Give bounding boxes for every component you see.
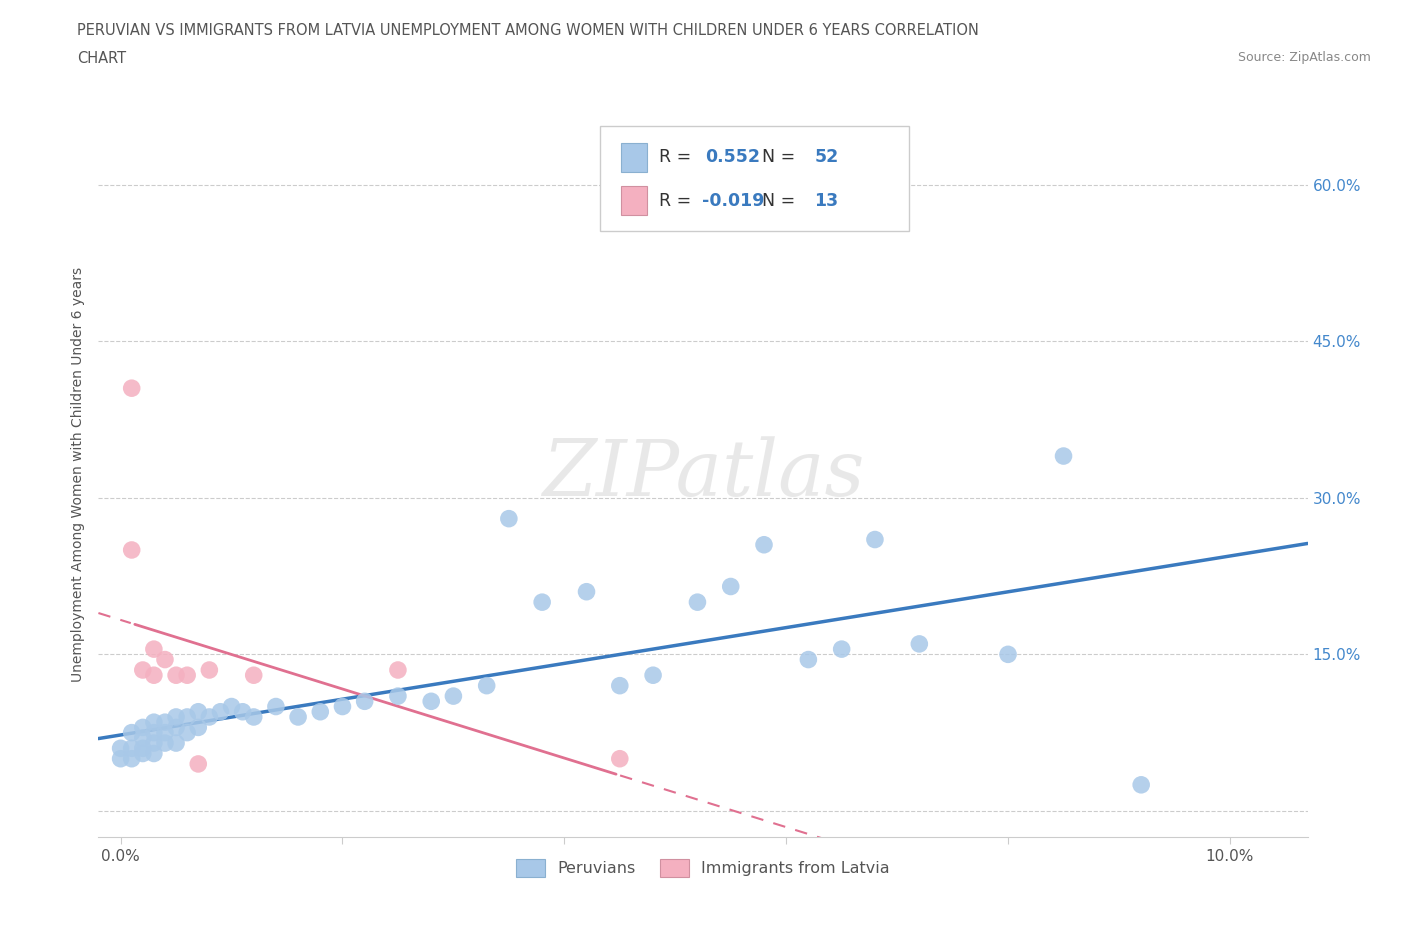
- Point: [309, 704, 332, 719]
- Point: [121, 751, 143, 766]
- Point: [121, 741, 143, 756]
- Point: [242, 710, 264, 724]
- Point: [187, 704, 209, 719]
- Point: [720, 579, 742, 594]
- Point: [165, 736, 187, 751]
- Point: [221, 699, 243, 714]
- Point: [287, 710, 309, 724]
- Text: 13: 13: [814, 192, 838, 210]
- Point: [132, 730, 155, 745]
- Point: [387, 688, 409, 703]
- Point: [153, 736, 176, 751]
- Point: [121, 380, 143, 395]
- Point: [187, 720, 209, 735]
- Text: R =: R =: [659, 148, 697, 166]
- Point: [863, 532, 886, 547]
- Y-axis label: Unemployment Among Women with Children Under 6 years: Unemployment Among Women with Children U…: [70, 267, 84, 682]
- Point: [142, 668, 165, 683]
- Point: [475, 678, 498, 693]
- Point: [121, 542, 143, 557]
- Point: [153, 715, 176, 730]
- Point: [110, 751, 132, 766]
- Point: [498, 512, 520, 526]
- Point: [142, 736, 165, 751]
- Point: [441, 688, 464, 703]
- Point: [142, 642, 165, 657]
- Point: [198, 662, 221, 677]
- Point: [187, 756, 209, 771]
- Text: N =: N =: [762, 192, 801, 210]
- Point: [1130, 777, 1153, 792]
- Point: [609, 678, 631, 693]
- Point: [142, 715, 165, 730]
- Point: [797, 652, 820, 667]
- Point: [142, 746, 165, 761]
- Point: [153, 725, 176, 740]
- Point: [153, 652, 176, 667]
- Point: [198, 710, 221, 724]
- Legend: Peruvians, Immigrants from Latvia: Peruvians, Immigrants from Latvia: [509, 852, 897, 883]
- Point: [232, 704, 254, 719]
- Point: [142, 725, 165, 740]
- Point: [132, 720, 155, 735]
- Point: [121, 725, 143, 740]
- Text: 0.552: 0.552: [706, 148, 761, 166]
- Point: [132, 741, 155, 756]
- Text: PERUVIAN VS IMMIGRANTS FROM LATVIA UNEMPLOYMENT AMONG WOMEN WITH CHILDREN UNDER : PERUVIAN VS IMMIGRANTS FROM LATVIA UNEMP…: [77, 23, 979, 38]
- Point: [165, 710, 187, 724]
- Text: -0.019: -0.019: [702, 192, 765, 210]
- Point: [110, 741, 132, 756]
- Point: [575, 584, 598, 599]
- Point: [997, 647, 1019, 662]
- Point: [132, 746, 155, 761]
- Text: N =: N =: [762, 148, 801, 166]
- Point: [165, 720, 187, 735]
- Text: ZIPatlas: ZIPatlas: [541, 436, 865, 512]
- Point: [752, 538, 775, 552]
- Text: 52: 52: [814, 148, 838, 166]
- Point: [908, 636, 931, 651]
- FancyBboxPatch shape: [600, 126, 908, 232]
- Point: [609, 751, 631, 766]
- Point: [1052, 448, 1074, 463]
- Point: [209, 704, 232, 719]
- Point: [686, 594, 709, 609]
- Point: [420, 694, 443, 709]
- Point: [831, 642, 853, 657]
- Point: [531, 594, 554, 609]
- Point: [332, 699, 354, 714]
- Text: R =: R =: [659, 192, 697, 210]
- Point: [242, 668, 264, 683]
- Point: [641, 668, 664, 683]
- Text: Source: ZipAtlas.com: Source: ZipAtlas.com: [1237, 51, 1371, 64]
- Text: CHART: CHART: [77, 51, 127, 66]
- Point: [176, 710, 198, 724]
- FancyBboxPatch shape: [621, 186, 647, 216]
- Point: [353, 694, 375, 709]
- Point: [264, 699, 287, 714]
- Point: [132, 662, 155, 677]
- FancyBboxPatch shape: [621, 143, 647, 172]
- Point: [176, 668, 198, 683]
- Point: [165, 668, 187, 683]
- Point: [176, 725, 198, 740]
- Point: [387, 662, 409, 677]
